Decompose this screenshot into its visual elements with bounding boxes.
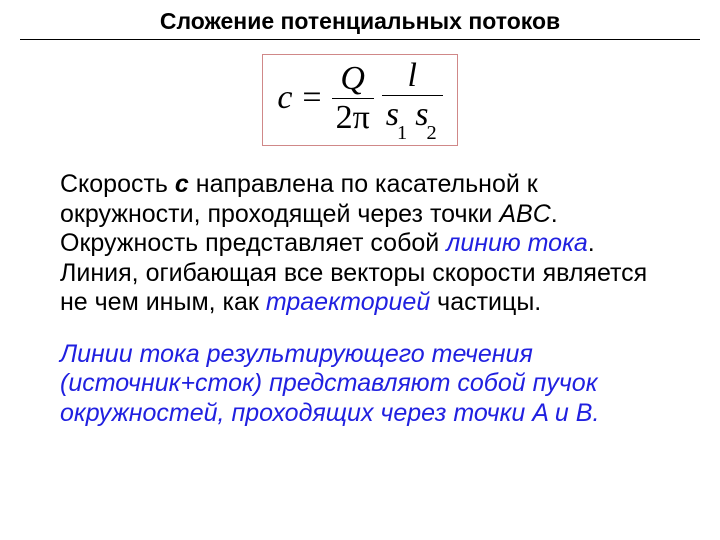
fraction-1: Q 2π: [332, 62, 374, 135]
frac2-numerator: l: [403, 59, 420, 95]
frac2-denominator: s1s2: [382, 95, 443, 137]
slide-title: Сложение потенциальных потоков: [20, 8, 700, 39]
fraction-2: l s1s2: [382, 59, 443, 137]
frac1-const: 2: [336, 99, 353, 136]
frac1-denominator: 2π: [332, 98, 374, 135]
formula-container: c = Q 2π l s1s2: [20, 54, 700, 146]
formula-box: c = Q 2π l s1s2: [262, 54, 457, 146]
s1-sub: 1: [397, 122, 407, 144]
p1-c: с: [175, 170, 189, 198]
pi-symbol: π: [353, 99, 370, 136]
equals-sign: =: [300, 81, 323, 115]
paragraph-1: Скорость с направлена по касательной к о…: [20, 170, 700, 318]
title-rule: [20, 39, 700, 40]
formula: c = Q 2π l s1s2: [277, 59, 442, 137]
p1-t5: частицы.: [430, 288, 541, 316]
slide: Сложение потенциальных потоков c = Q 2π …: [0, 0, 720, 540]
paragraph-2: Линии тока результирующего течения (исто…: [20, 340, 700, 429]
p1-t1: Скорость: [60, 170, 175, 198]
s2-sub: 2: [426, 122, 436, 144]
p1-streamline: линию тока: [446, 229, 588, 257]
frac1-numerator: Q: [336, 62, 369, 98]
formula-lhs: c: [277, 81, 292, 115]
p1-trajectory: траекторией: [266, 288, 430, 316]
p1-abc: ABC: [499, 200, 550, 228]
